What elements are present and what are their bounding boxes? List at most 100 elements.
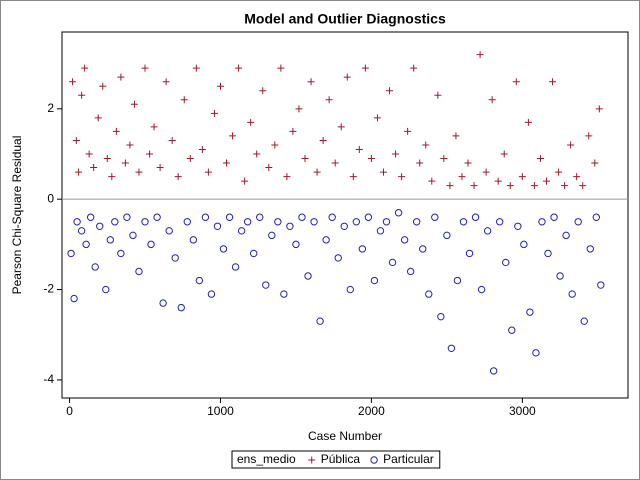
point [376,227,385,235]
point [343,73,351,81]
point [247,118,255,126]
point [446,182,454,190]
point [502,258,510,267]
point [412,218,421,226]
point [117,73,125,81]
point [586,245,594,253]
point [358,245,367,253]
point [349,173,357,181]
point [229,132,237,140]
point [514,222,522,230]
y-tick-label: -2 [43,282,54,296]
legend-label: Particular [383,452,434,466]
point [550,213,558,221]
point [112,127,120,135]
point [111,218,119,226]
point [425,290,433,298]
point [108,173,116,181]
point [386,87,394,95]
point [198,145,206,153]
point [536,155,544,163]
point [102,285,110,294]
point [256,213,264,221]
point [530,182,538,190]
point [459,218,468,226]
point [538,218,546,226]
point [556,272,564,280]
point [562,231,570,240]
point [416,159,424,167]
point [585,132,593,140]
point [195,276,204,285]
point [117,249,125,258]
point [549,78,557,86]
point [216,82,224,90]
point [106,236,114,244]
point [526,308,534,316]
point [295,105,303,113]
plot-frame [61,31,629,399]
point [322,236,330,244]
legend-label: Pública [321,452,361,466]
point [292,240,300,249]
point [465,249,474,258]
point [307,78,315,86]
point [591,159,599,167]
point [470,182,478,190]
point [394,209,403,217]
point [72,136,80,144]
point [595,105,603,113]
point [159,299,167,307]
point [482,168,490,176]
x-axis-label: Case Number [308,429,382,443]
point [325,96,333,104]
point [398,173,406,181]
point [520,240,528,249]
point [225,213,234,221]
y-tick-label: -4 [43,372,54,386]
point [69,78,77,86]
point [313,168,321,176]
point [440,155,448,163]
point [443,231,451,240]
legend-symbol [370,456,378,464]
point [235,64,243,72]
point [150,123,158,131]
point [404,127,412,135]
point [352,218,361,226]
point [489,367,498,375]
point [168,136,176,144]
point [129,231,137,240]
point [289,127,297,135]
point [355,145,363,153]
point [201,213,210,221]
point [316,317,324,325]
chart-title: Model and Outlier Diagnostics [244,11,446,27]
point [496,218,504,226]
point [75,168,83,176]
point [271,141,279,149]
point [434,91,442,99]
point [298,213,306,221]
point [77,227,86,235]
point [410,64,418,72]
point [156,164,164,172]
point [86,213,95,221]
point [81,64,89,72]
point [180,96,188,104]
point [406,267,415,276]
point [592,213,601,221]
point [337,123,345,131]
y-axis-label: Pearson Chi-Square Residual [10,136,24,295]
point [126,141,134,149]
point [568,290,576,298]
point [82,240,90,249]
point [96,222,104,230]
point [518,173,526,181]
point [174,173,182,181]
point [162,78,170,86]
point [207,290,216,298]
point [249,249,258,258]
point [223,159,231,167]
x-tick-label: 0 [66,404,73,418]
